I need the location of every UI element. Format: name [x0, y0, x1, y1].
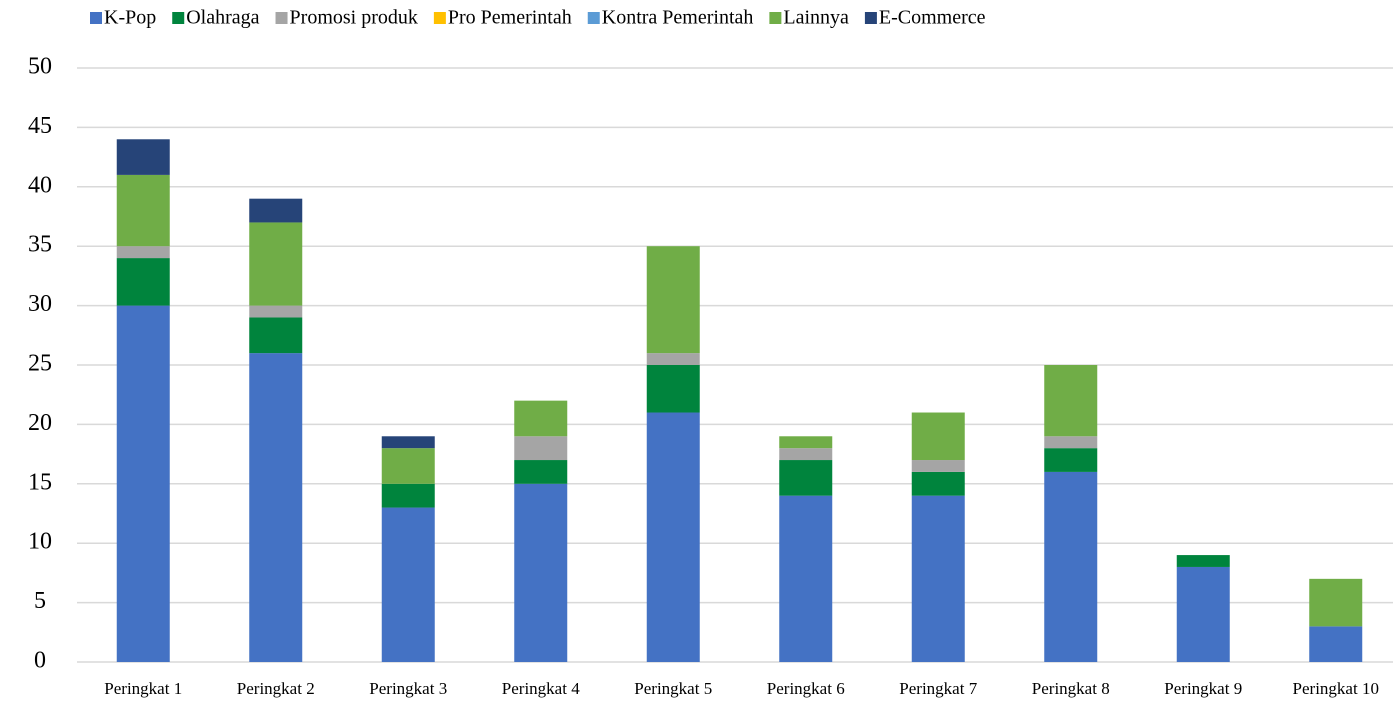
- bar-segment: [381, 483, 435, 508]
- legend-label: Pro Pemerintah: [448, 7, 572, 29]
- bar-segment: [1309, 626, 1363, 662]
- bar-segment: [911, 495, 965, 662]
- bar-segment: [646, 246, 700, 354]
- legend-label: Kontra Pemerintah: [602, 7, 754, 29]
- bar-segment: [381, 436, 435, 449]
- bar-segment: [779, 495, 833, 662]
- bar-segment: [1309, 578, 1363, 627]
- legend-label: Olahraga: [186, 7, 259, 29]
- x-tick-label: Peringkat 1: [104, 679, 182, 698]
- bar-segment: [646, 353, 700, 365]
- bar-segment: [249, 305, 303, 318]
- bar-segment: [1044, 436, 1098, 449]
- y-tick-label: 10: [28, 529, 52, 555]
- bar-segment: [116, 305, 170, 662]
- legend-label: E-Commerce: [879, 7, 986, 29]
- y-tick-label: 0: [34, 648, 46, 674]
- legend-swatch: [172, 12, 185, 24]
- bar-segment: [779, 436, 833, 449]
- legend-label: Promosi produk: [290, 7, 418, 29]
- bar-segment: [779, 460, 833, 496]
- x-tick-label: Peringkat 10: [1293, 679, 1379, 698]
- bar-segment: [249, 353, 303, 662]
- bar-segment: [116, 258, 170, 306]
- bar-segment: [1044, 448, 1098, 472]
- bar-segment: [911, 460, 965, 472]
- bar-segment: [381, 507, 435, 662]
- x-tick-label: Peringkat 4: [502, 679, 580, 698]
- y-tick-label: 25: [28, 351, 52, 377]
- bar-segment: [514, 400, 568, 437]
- y-tick-label: 45: [28, 113, 52, 139]
- legend-label: K-Pop: [104, 7, 156, 29]
- legend-swatch: [90, 12, 102, 24]
- x-tick-label: Peringkat 2: [237, 679, 315, 698]
- legend-swatch: [433, 12, 446, 24]
- bar-segment: [514, 436, 568, 461]
- bar-segment: [779, 448, 833, 461]
- bar-segment: [514, 460, 568, 484]
- bar-segment: [1176, 566, 1230, 662]
- bar-segment: [646, 412, 700, 662]
- legend-swatch: [587, 12, 600, 24]
- bar-segment: [911, 412, 965, 461]
- bar-segment: [116, 246, 170, 259]
- bar-segment: [116, 174, 170, 247]
- bar-segment: [249, 317, 303, 354]
- bar-segment: [249, 222, 303, 306]
- x-tick-label: Peringkat 5: [634, 679, 712, 698]
- bar-segment: [1176, 555, 1230, 567]
- x-tick-label: Peringkat 8: [1032, 679, 1110, 698]
- y-tick-label: 50: [28, 54, 52, 80]
- legend-swatch: [769, 12, 782, 24]
- y-tick-label: 35: [28, 232, 52, 258]
- bar-segment: [1044, 365, 1098, 437]
- legend-label: Lainnya: [783, 7, 849, 29]
- x-tick-label: Peringkat 3: [369, 679, 447, 698]
- legend-swatch: [275, 12, 288, 24]
- bar-segment: [381, 448, 435, 484]
- y-tick-label: 20: [28, 410, 52, 436]
- bar-segment: [249, 198, 303, 223]
- bar-segment: [646, 365, 700, 413]
- x-tick-label: Peringkat 6: [767, 679, 845, 698]
- x-tick-label: Peringkat 9: [1164, 679, 1242, 698]
- y-tick-label: 5: [34, 588, 46, 614]
- bar-segment: [911, 471, 965, 496]
- bar-segment: [116, 139, 170, 175]
- legend-swatch: [864, 12, 877, 24]
- x-tick-label: Peringkat 7: [899, 679, 977, 698]
- y-tick-label: 30: [28, 291, 52, 317]
- bar-segment: [514, 483, 568, 662]
- y-tick-label: 40: [28, 172, 52, 198]
- bar-segment: [1044, 471, 1098, 662]
- y-tick-label: 15: [28, 469, 52, 495]
